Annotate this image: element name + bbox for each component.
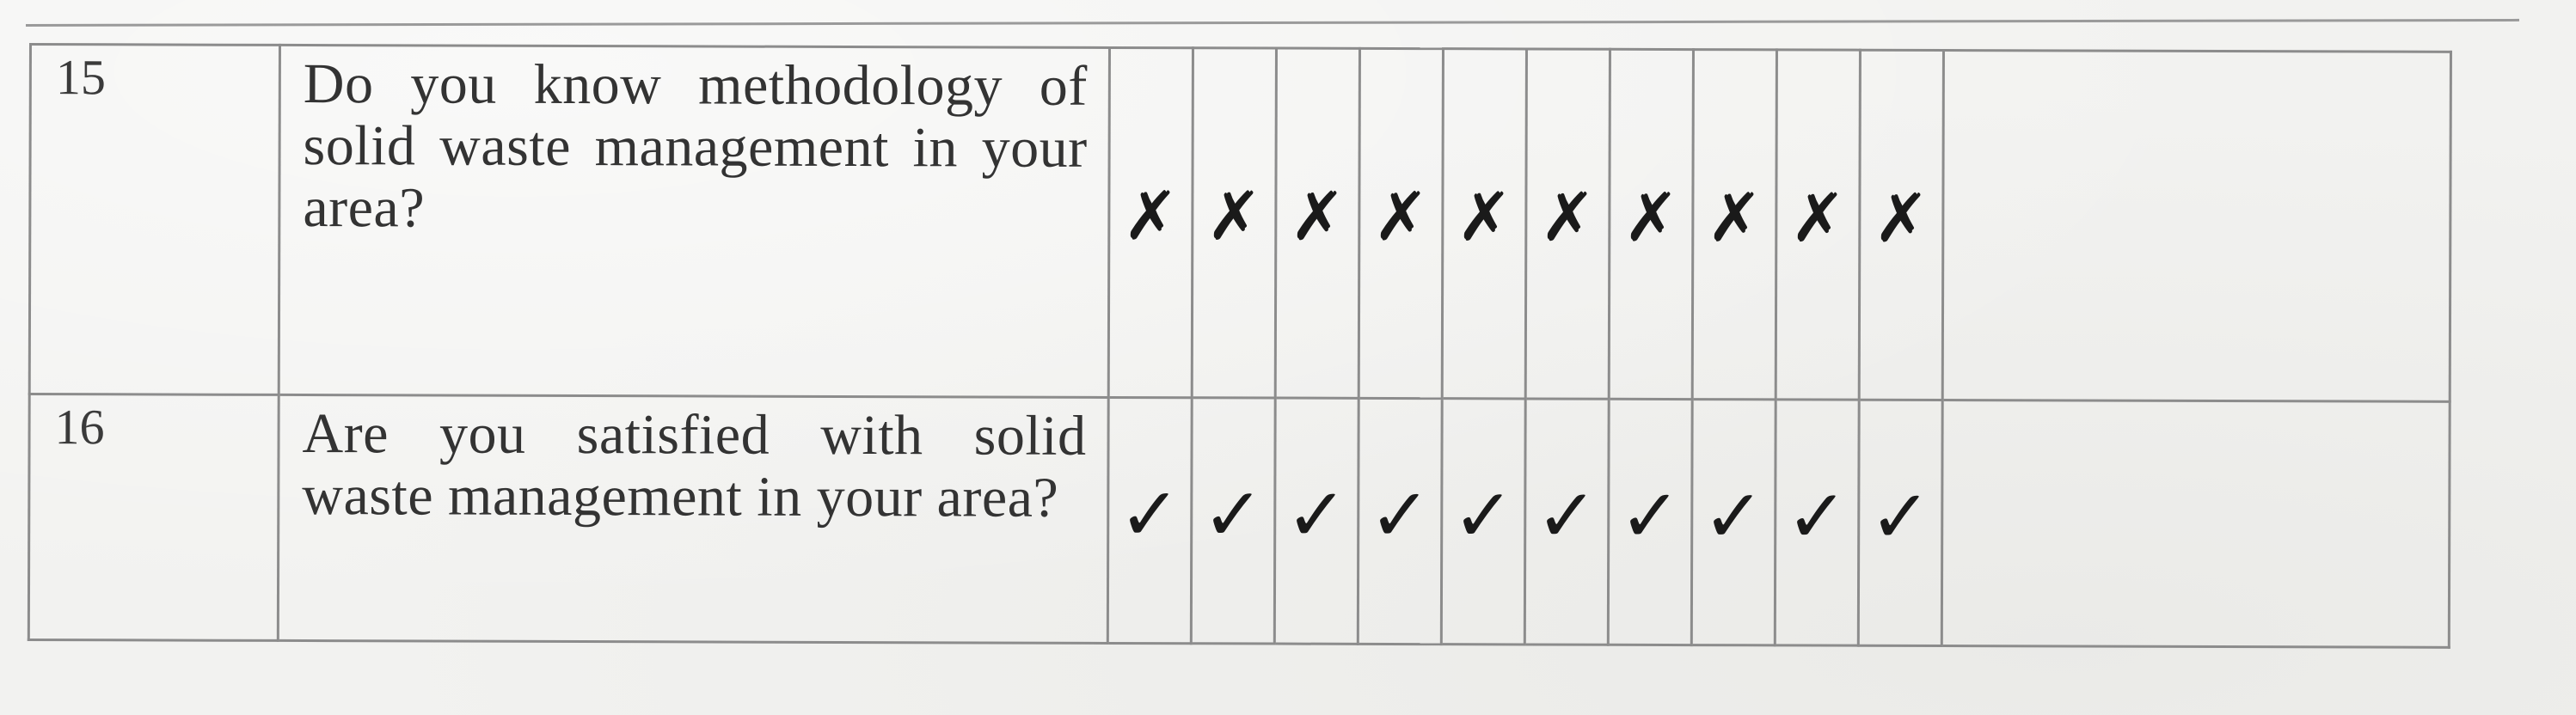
response-cell: ✓ <box>1358 398 1443 645</box>
response-cell: ✗ <box>1108 47 1193 398</box>
response-cell: ✗ <box>1692 49 1777 400</box>
response-cell: ✗ <box>1192 47 1277 399</box>
question-number: 15 <box>29 44 280 395</box>
check-mark-icon: ✓ <box>1202 472 1265 559</box>
check-mark-icon: ✓ <box>1702 474 1765 560</box>
question-number: 16 <box>28 394 279 641</box>
x-mark-icon: ✗ <box>1622 179 1680 258</box>
check-mark-icon: ✓ <box>1786 474 1849 560</box>
x-mark-icon: ✗ <box>1456 179 1513 257</box>
empty-cell <box>1941 400 2450 648</box>
response-cell: ✓ <box>1274 398 1359 645</box>
x-mark-icon: ✗ <box>1873 180 1930 258</box>
response-cell: ✗ <box>1776 49 1861 400</box>
table-row: 16 Are you satisfied with solid waste ma… <box>28 394 2450 648</box>
check-mark-icon: ✓ <box>1619 473 1682 560</box>
response-cell: ✗ <box>1609 49 1694 400</box>
response-cell: ✗ <box>1859 50 1944 400</box>
response-cell: ✗ <box>1359 48 1444 399</box>
x-mark-icon: ✗ <box>1122 177 1180 256</box>
response-cell: ✓ <box>1691 399 1776 645</box>
check-mark-icon: ✓ <box>1452 473 1515 559</box>
x-mark-icon: ✗ <box>1539 179 1597 257</box>
response-cell: ✗ <box>1275 48 1360 399</box>
empty-cell <box>1942 50 2451 402</box>
check-mark-icon: ✓ <box>1369 472 1432 559</box>
x-mark-icon: ✗ <box>1289 178 1346 256</box>
response-cell: ✗ <box>1442 48 1527 399</box>
response-cell: ✗ <box>1525 48 1610 400</box>
question-text: Do you know methodology of solid waste m… <box>279 45 1110 398</box>
previous-row-border <box>25 18 2519 27</box>
response-cell: ✓ <box>1775 399 1860 646</box>
check-mark-icon: ✓ <box>1869 474 1932 560</box>
survey-table: 15 Do you know methodology of solid wast… <box>28 43 2452 649</box>
response-cell: ✓ <box>1858 400 1943 646</box>
table-row: 15 Do you know methodology of solid wast… <box>29 44 2451 402</box>
check-mark-icon: ✓ <box>1536 473 1598 559</box>
x-mark-icon: ✗ <box>1706 180 1763 258</box>
check-mark-icon: ✓ <box>1119 471 1181 559</box>
response-cell: ✓ <box>1441 398 1526 645</box>
question-text: Are you satisfied with solid waste manag… <box>278 394 1109 644</box>
x-mark-icon: ✗ <box>1205 178 1263 256</box>
response-cell: ✓ <box>1608 399 1693 645</box>
x-mark-icon: ✗ <box>1372 178 1430 257</box>
response-cell: ✓ <box>1191 397 1276 645</box>
response-cell: ✓ <box>1524 398 1610 645</box>
response-cell: ✓ <box>1107 397 1193 644</box>
x-mark-icon: ✗ <box>1789 180 1847 258</box>
check-mark-icon: ✓ <box>1285 472 1348 559</box>
